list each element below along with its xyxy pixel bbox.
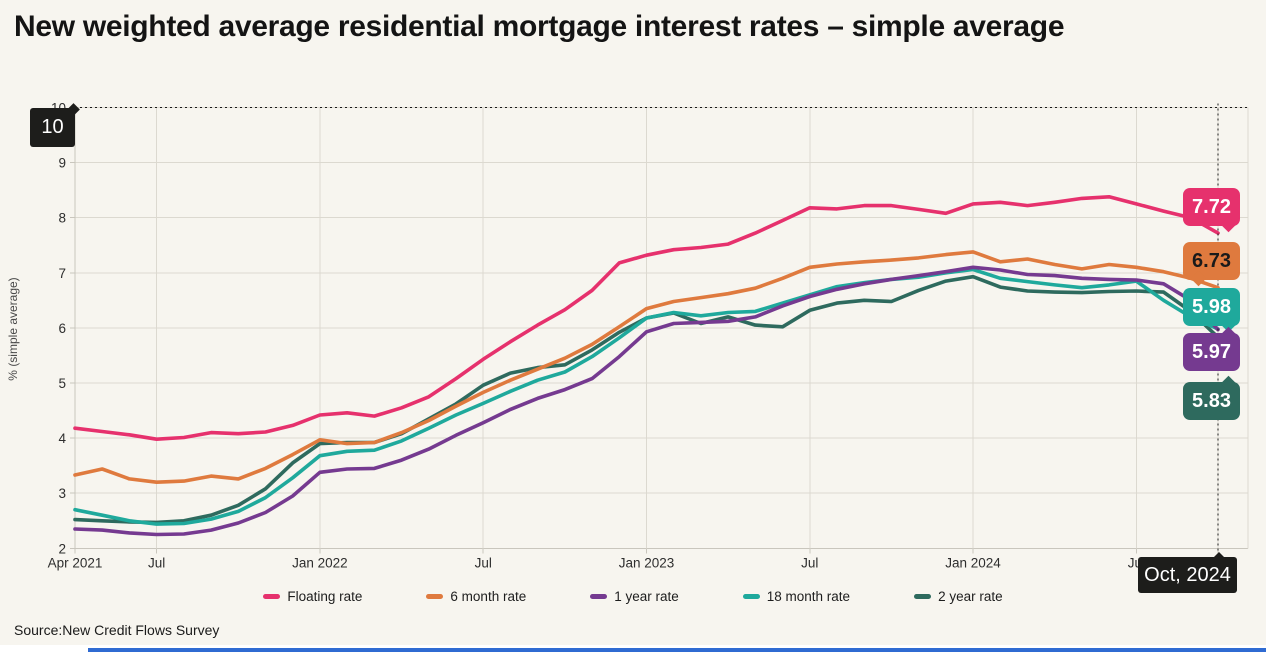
crosshair-y-value: 10 [41,116,64,138]
x-tick-label: Jul [148,555,165,570]
legend-swatch-icon [590,594,608,599]
legend-item-1-year-rate[interactable]: 1 year rate [590,589,679,604]
end-label-1-year-rate: 5.97 [1183,326,1240,371]
end-label-6-month-rate: 6.73 [1183,242,1240,287]
x-tick-label: Jul [475,555,492,570]
end-label-2-year-rate: 5.83 [1183,375,1240,420]
y-tick-label: 6 [58,321,66,336]
legend-swatch-icon [263,594,281,599]
end-label-18-month-rate: 5.98 [1183,288,1240,333]
legend-swatch-icon [426,594,444,599]
tooltip-pointer [1212,552,1226,559]
series-line-1-year-rate[interactable] [73,265,1220,537]
source-note: Source:New Credit Flows Survey [14,622,220,638]
crosshair-x-value: Oct, 2024 [1144,563,1231,586]
page-title: New weighted average residential mortgag… [14,10,1065,43]
legend-label: 1 year rate [614,589,679,604]
x-tick-label: Jan 2024 [945,555,1001,570]
legend-label: Floating rate [287,589,363,604]
end-value: 6.73 [1192,249,1231,272]
y-tick-label: 4 [58,431,66,446]
legend-item-18-month-rate[interactable]: 18 month rate [742,589,851,604]
y-tick-label: 7 [58,266,66,281]
y-tick-label: 9 [58,156,66,171]
end-value: 5.83 [1192,389,1231,412]
end-value: 7.72 [1192,195,1231,218]
legend-swatch-icon [742,594,760,599]
end-label-floating-rate: 7.72 [1183,188,1240,233]
legend-label: 6 month rate [450,589,527,604]
legend-swatch-icon [914,594,932,599]
series-line-floating-rate[interactable] [73,195,1220,442]
series-line-6-month-rate[interactable] [73,250,1220,485]
x-tick-label: Apr 2021 [48,555,103,570]
legend-item-2-year-rate[interactable]: 2 year rate [914,589,1003,604]
end-value: 5.98 [1192,295,1231,318]
legend-label: 2 year rate [938,589,1003,604]
x-tick-label: Jul [801,555,818,570]
bottom-accent-bar [88,648,1266,652]
y-tick-label: 8 [58,211,66,226]
series-line-18-month-rate[interactable] [73,267,1220,526]
y-tick-label: 3 [58,486,66,501]
y-tick-label: 2 [58,541,66,556]
legend-item-6-month-rate[interactable]: 6 month rate [426,589,526,604]
crosshair-y-tooltip: 10 [30,103,80,147]
legend-label: 18 month rate [766,589,851,604]
legend-item-floating-rate[interactable]: Floating rate [263,589,362,604]
x-tick-label: Jan 2023 [619,555,675,570]
end-value: 5.97 [1192,340,1231,363]
crosshair-x-tooltip: Oct, 2024 [1138,552,1237,593]
x-tick-label: Jan 2022 [292,555,348,570]
y-tick-label: 5 [58,376,66,391]
chart-legend: Floating rate 6 month rate 1 year rate 18 m… [0,589,1266,604]
